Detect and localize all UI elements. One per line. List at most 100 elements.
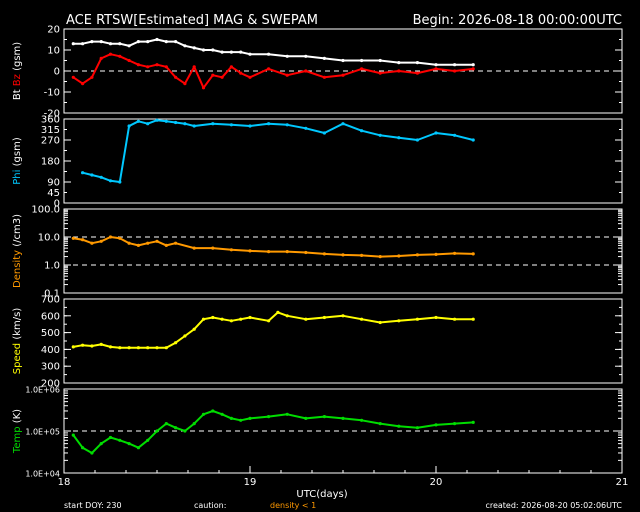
series-temp-point (471, 420, 475, 424)
y-tick-label: 100.0 (31, 205, 60, 216)
series-temp-point (155, 429, 159, 433)
series-temp-point (360, 418, 364, 422)
series-bz-point (81, 82, 85, 86)
series-speed-point (304, 317, 308, 321)
series-density-point (164, 243, 168, 247)
y-axis-label: Phi (gsm) (12, 137, 23, 185)
series-speed-point (229, 319, 233, 323)
series-density-point (81, 238, 85, 242)
series-bz-point (90, 75, 94, 79)
series-temp-point (267, 415, 271, 419)
series-speed-point (201, 317, 206, 321)
series-density-point (136, 243, 140, 247)
series-phi-point (322, 131, 326, 135)
series-density-point (155, 239, 159, 243)
series-bt-point (127, 44, 131, 48)
density-caution: density < 1 (270, 501, 316, 510)
series-temp-point (211, 409, 215, 413)
series-bt-point (220, 50, 224, 54)
series-bz-point (239, 71, 243, 75)
series-bz-point (415, 71, 419, 75)
series-bt-point (99, 40, 103, 44)
y-axis-label: Density (/cm3) (12, 214, 23, 288)
series-bz-point (71, 75, 75, 79)
series-bz-point (360, 67, 364, 71)
series-bt-point (341, 58, 345, 63)
series-bz-point (229, 65, 233, 69)
series-density-point (415, 253, 419, 257)
series-bt-point (201, 48, 206, 52)
y-axis-label-part: Temp (12, 426, 23, 454)
series-bt-point (90, 40, 94, 44)
series-temp-point (248, 416, 252, 420)
series-bz-point (397, 69, 401, 73)
y-tick-label: 600 (41, 311, 60, 322)
x-tick-label: 21 (616, 477, 629, 488)
series-bz-point (164, 65, 168, 69)
series-speed-point (192, 327, 196, 331)
y-tick-label: 200 (41, 379, 60, 390)
series-speed-point (118, 346, 122, 350)
chart-title: ACE RTSW[Estimated] MAG & SWEPAM (66, 13, 318, 28)
series-bz-point (127, 58, 131, 63)
series-phi-point (248, 124, 252, 128)
series-bt-point (108, 42, 113, 46)
series-speed-point (285, 314, 289, 318)
series-temp-point (90, 451, 94, 455)
series-bt-point (415, 61, 419, 65)
series-phi-point (99, 175, 103, 179)
series-bt-point (174, 40, 178, 44)
y-tick-label: 1.0 (44, 261, 60, 272)
x-tick-label: 19 (244, 477, 257, 488)
series-bt-point (322, 56, 326, 61)
series-bt-point (434, 63, 438, 67)
series-bz-point (99, 56, 103, 61)
y-tick-label: 1.0E+04 (25, 470, 60, 479)
series-phi-point (211, 122, 215, 126)
y-axis-label-part: Bt (12, 89, 23, 100)
series-temp-point (220, 412, 224, 416)
series-phi-point (108, 179, 113, 183)
series-bz-line (72, 53, 474, 89)
y-tick-label: 360 (41, 115, 60, 126)
series-temp-point (397, 424, 401, 428)
created-time: created: 2026-08-20 05:02:06UTC (485, 501, 622, 510)
series-bz-point (174, 75, 178, 79)
series-speed-point (90, 344, 94, 348)
series-phi-point (118, 180, 122, 184)
series-density-point (118, 236, 122, 240)
y-tick-label: 700 (41, 295, 60, 306)
series-bt-point (378, 58, 382, 63)
start-doy: start DOY: 230 (64, 501, 122, 510)
series-density-point (285, 250, 289, 254)
series-temp-point (341, 416, 345, 420)
series-density-point (229, 248, 233, 252)
series-temp-point (71, 433, 75, 437)
series-speed-point (248, 315, 252, 320)
series-temp-point (174, 426, 178, 430)
series-density-point (471, 252, 475, 256)
series-bz-point (322, 75, 326, 79)
x-axis-label: UTC(days) (296, 489, 347, 500)
series-bz-point (471, 67, 475, 71)
y-tick-label-extra: 315 (41, 125, 60, 136)
series-phi-point (192, 124, 196, 128)
series-phi-point (341, 122, 345, 126)
series-temp-point (229, 416, 233, 420)
series-speed-point (211, 315, 215, 320)
series-bt-point (136, 40, 140, 44)
series-speed-point (267, 319, 271, 323)
series-phi-point (155, 118, 159, 122)
begin-time: Begin: 2026-08-18 00:00:00UTC (413, 13, 622, 28)
series-bt-point (71, 42, 75, 46)
series-bz-point (211, 73, 215, 77)
series-density-point (127, 241, 131, 245)
series-bz-point (155, 63, 159, 67)
series-density-point (71, 236, 75, 240)
series-speed-point (99, 342, 103, 346)
y-axis-label-part: (/cm3) (12, 214, 23, 250)
series-phi-point (127, 124, 131, 128)
series-speed-point (136, 346, 140, 350)
series-density-point (99, 239, 103, 243)
